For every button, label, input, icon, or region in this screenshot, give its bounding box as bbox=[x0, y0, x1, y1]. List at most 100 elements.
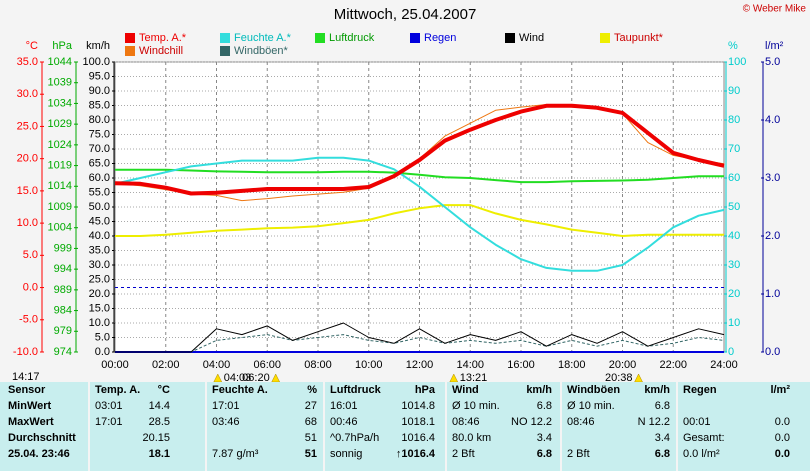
table-cell: Gesamt: bbox=[683, 432, 725, 444]
table-cell: 6.8 bbox=[655, 448, 670, 460]
table-cell: 00:46 bbox=[330, 416, 358, 428]
x-tick-label: 22:00 bbox=[659, 359, 687, 371]
table-header: Feuchte A. bbox=[212, 384, 268, 396]
table-header: °C bbox=[158, 384, 170, 396]
y-tick-label: 10.0 bbox=[89, 317, 110, 329]
x-tick-label: 20:00 bbox=[609, 359, 637, 371]
axis-name: % bbox=[728, 40, 738, 52]
legend-label: Wind bbox=[519, 32, 544, 44]
table-cell: 08:46 bbox=[452, 416, 480, 428]
table-cell: 2 Bft bbox=[567, 448, 590, 460]
table-cell: 25.04. 23:46 bbox=[8, 448, 70, 460]
status-time: 14:17 bbox=[12, 371, 40, 383]
y-tick-label: 60.0 bbox=[89, 172, 110, 184]
axis-name: km/h bbox=[86, 40, 110, 52]
table-cell: 80.0 km bbox=[452, 432, 491, 444]
y-tick-label: 30.0 bbox=[89, 259, 110, 271]
marker-label: 13:21 bbox=[460, 372, 488, 384]
y-tick-label: 70.0 bbox=[89, 143, 110, 155]
series-line bbox=[114, 156, 725, 272]
table-cell: 2 Bft bbox=[452, 448, 475, 460]
y-tick-label: 3.0 bbox=[765, 172, 780, 184]
x-tick-label: 06:00 bbox=[253, 359, 281, 371]
y-tick-label: 1044 bbox=[48, 56, 72, 68]
y-tick-label: 989 bbox=[54, 284, 72, 296]
y-tick-label: 30 bbox=[728, 259, 740, 271]
table-cell: 0.0 bbox=[775, 416, 790, 428]
series-line bbox=[115, 204, 724, 237]
y-tick-label: 20 bbox=[728, 288, 740, 300]
y-tick-label: 70 bbox=[728, 143, 740, 155]
y-tick-label: 45.0 bbox=[89, 215, 110, 227]
y-tick-label: 5.0 bbox=[95, 331, 110, 343]
table-cell: 28.5 bbox=[149, 416, 170, 428]
y-tick-label: 5.0 bbox=[765, 56, 780, 68]
y-tick-label: 50 bbox=[728, 201, 740, 213]
table-block bbox=[90, 382, 205, 471]
legend-swatch bbox=[410, 33, 420, 43]
x-tick-label: 04:00 bbox=[203, 359, 231, 371]
y-tick-label: 1019 bbox=[48, 159, 72, 171]
copyright: © Weber Mike bbox=[743, 4, 807, 15]
y-tick-label: 979 bbox=[54, 325, 72, 337]
table-cell: ^0.7hPa/h bbox=[330, 432, 379, 444]
table-cell: 18.1 bbox=[149, 448, 170, 460]
marker-label: 20:38 bbox=[605, 372, 633, 384]
table-cell: 3.4 bbox=[655, 432, 670, 444]
table-cell: 0.0 bbox=[775, 448, 790, 460]
legend-label: Luftdruck bbox=[329, 32, 375, 44]
table-cell: 14.4 bbox=[149, 400, 170, 412]
y-tick-label: 1034 bbox=[48, 97, 72, 109]
legend-swatch bbox=[505, 33, 515, 43]
y-tick-label: 100.0 bbox=[82, 56, 110, 68]
table-cell: 08:46 bbox=[567, 416, 595, 428]
table-cell: Durchschnitt bbox=[8, 432, 76, 444]
y-tick-label: 15.0 bbox=[17, 185, 38, 197]
y-tick-label: 4.0 bbox=[765, 114, 780, 126]
y-tick-label: 80.0 bbox=[89, 114, 110, 126]
series-line bbox=[114, 103, 725, 196]
table-cell: 1018.1 bbox=[401, 416, 435, 428]
series-line bbox=[115, 334, 725, 353]
legend-label: Windböen* bbox=[234, 45, 289, 57]
table-cell: 6.8 bbox=[537, 400, 552, 412]
y-tick-label: 35.0 bbox=[17, 56, 38, 68]
y-tick-label: 55.0 bbox=[89, 186, 110, 198]
y-tick-label: 1.0 bbox=[765, 288, 780, 300]
y-tick-label: 50.0 bbox=[89, 201, 110, 213]
table-header: % bbox=[307, 384, 317, 396]
series-line bbox=[115, 322, 725, 353]
y-tick-label: 999 bbox=[54, 242, 72, 254]
y-tick-label: 974 bbox=[54, 346, 72, 358]
y-tick-label: 20.0 bbox=[17, 153, 38, 165]
y-tick-label: 1029 bbox=[48, 118, 72, 130]
table-cell: 68 bbox=[305, 416, 317, 428]
y-tick-label: 10.0 bbox=[17, 217, 38, 229]
marker-label: 04:03 bbox=[224, 372, 252, 384]
x-tick-label: 14:00 bbox=[456, 359, 484, 371]
table-block bbox=[207, 382, 323, 471]
table-header: Luftdruck bbox=[330, 384, 382, 396]
x-tick-label: 24:00 bbox=[710, 359, 738, 371]
table-cell: 17:01 bbox=[95, 416, 123, 428]
table-cell: ↑1016.4 bbox=[396, 448, 436, 460]
y-tick-label: 10 bbox=[728, 317, 740, 329]
table-cell: MaxWert bbox=[8, 416, 54, 428]
table-cell: 20.15 bbox=[142, 432, 170, 444]
table-header: Sensor bbox=[8, 384, 46, 396]
legend-label: Temp. A.* bbox=[139, 32, 187, 44]
table-header: l/m² bbox=[770, 384, 790, 396]
y-tick-label: 15.0 bbox=[89, 302, 110, 314]
axis-name: l/m² bbox=[765, 40, 784, 52]
y-tick-label: 1039 bbox=[48, 77, 72, 89]
y-tick-label: 2.0 bbox=[765, 230, 780, 242]
legend-label: Taupunkt* bbox=[614, 32, 664, 44]
y-tick-label: 75.0 bbox=[89, 128, 110, 140]
table-header: Windböen bbox=[567, 384, 620, 396]
table-block bbox=[678, 382, 810, 471]
y-tick-label: 100 bbox=[728, 56, 746, 68]
x-tick-label: 10:00 bbox=[355, 359, 383, 371]
series-line bbox=[115, 168, 724, 184]
y-tick-label: 1009 bbox=[48, 201, 72, 213]
